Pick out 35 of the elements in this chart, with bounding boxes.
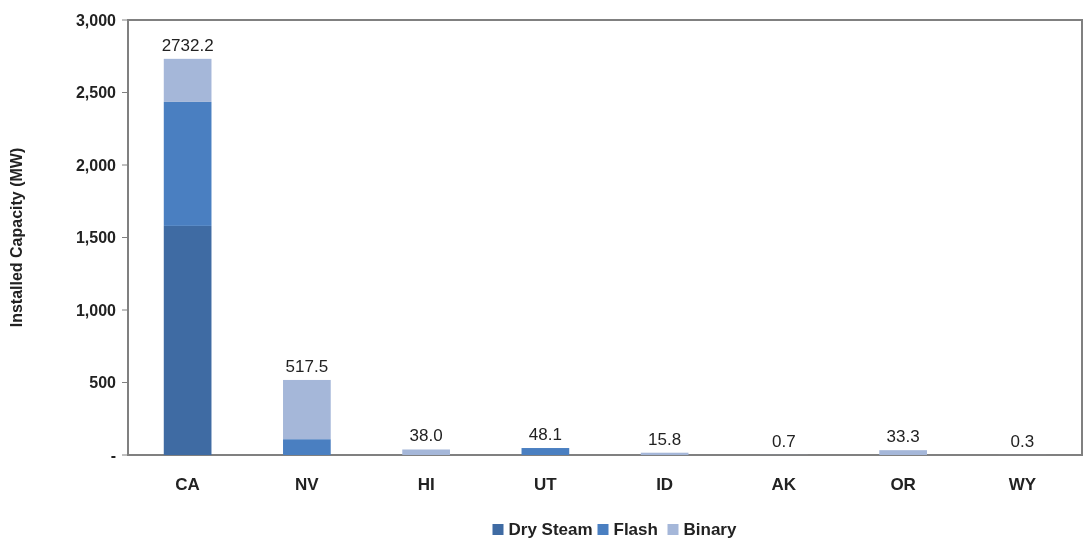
total-label: 0.7 [772, 431, 796, 451]
bar [283, 439, 331, 455]
legend-label: Binary [683, 520, 737, 539]
x-tick-label: UT [534, 475, 558, 494]
legend-label: Flash [613, 520, 658, 539]
bar [283, 379, 331, 440]
total-label: 38.0 [409, 426, 443, 446]
y-axis-title: Installed Capacity (MW) [8, 147, 25, 328]
y-tick-label: - [110, 446, 116, 464]
x-tick-label: CA [175, 475, 200, 494]
x-tick-label: HI [417, 475, 435, 494]
bar [163, 101, 212, 226]
y-tick-label: 1,500 [75, 229, 117, 247]
total-label: 48.1 [528, 425, 562, 445]
total-label: 0.3 [1010, 431, 1035, 451]
bar [163, 225, 212, 455]
total-label: 33.3 [886, 427, 920, 447]
y-tick-label: 1,000 [75, 301, 117, 319]
y-tick-label: 2,500 [75, 84, 117, 102]
x-tick-label: NV [295, 475, 320, 494]
bar [521, 448, 570, 455]
x-tick-label: OR [890, 475, 916, 494]
bar [402, 449, 450, 455]
total-label: 15.8 [648, 429, 682, 449]
bar [163, 58, 212, 102]
y-tick-label: 2,000 [75, 156, 117, 174]
total-label: 2732.2 [161, 35, 214, 55]
legend-label: Dry Steam [508, 520, 593, 539]
total-label: 517.5 [285, 356, 329, 376]
y-tick-label: 500 [89, 374, 117, 392]
bar [879, 450, 927, 455]
x-tick-label: AK [771, 475, 797, 494]
x-tick-label: ID [656, 475, 674, 494]
y-tick-label: 3,000 [75, 11, 117, 29]
x-tick-label: WY [1008, 475, 1037, 494]
